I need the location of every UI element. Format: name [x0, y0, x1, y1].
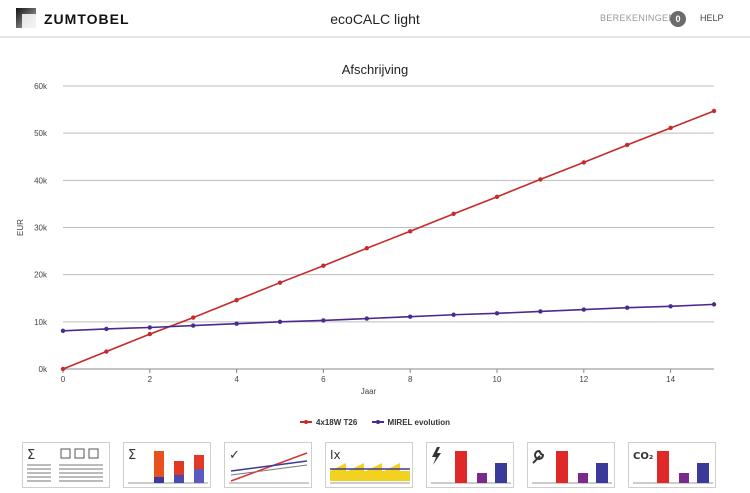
x-tick-label: 6: [321, 375, 326, 384]
data-point-series-2: [711, 302, 717, 307]
data-point-series-1: [191, 315, 196, 320]
ix-area-icon: Ix: [330, 448, 410, 484]
lightning-bars-icon: [431, 447, 511, 484]
data-point-series-1: [321, 263, 326, 268]
calculations-link[interactable]: BEREKENINGEN: [600, 13, 676, 23]
x-tick-label: 12: [579, 375, 588, 384]
depreciation-chart: 0k 10k 20k 30k 40k 50k 60k 0 2 4 6 8 10 12 14 Jaar EUR: [16, 82, 717, 396]
maintenance-tool[interactable]: [527, 442, 615, 488]
y-tick-label: 40k: [34, 176, 48, 185]
interest-tool[interactable]: Ix: [325, 442, 413, 488]
energy-tool[interactable]: [426, 442, 514, 488]
brand-name: ZUMTOBEL: [44, 11, 130, 27]
svg-text:✓: ✓: [229, 448, 240, 463]
data-point-series-2: [538, 309, 543, 314]
y-axis-label: EUR: [16, 219, 25, 236]
legend-label-series-2: MIREL evolution: [387, 417, 451, 427]
chart-type-toolbar: Σ Σ ✓ Ix: [0, 442, 750, 490]
data-point-series-1: [668, 125, 673, 131]
data-point-series-2: [451, 312, 456, 317]
summary-table-tool[interactable]: Σ: [22, 442, 110, 488]
x-tick-label: 0: [61, 375, 66, 384]
svg-text:Σ: Σ: [128, 448, 136, 463]
data-point-series-1: [234, 297, 239, 303]
data-point-series-1: [625, 142, 630, 148]
y-tick-label: 20k: [34, 271, 48, 280]
legend-label-series-1: 4x18W T26: [315, 417, 358, 427]
data-point-series-1: [408, 229, 413, 234]
data-point-series-2: [234, 321, 239, 326]
data-point-series-1: [364, 246, 369, 251]
data-point-series-2: [364, 316, 369, 321]
x-tick-label: 2: [148, 375, 153, 384]
x-tick-label: 10: [493, 375, 502, 384]
series-line-1: [62, 110, 715, 370]
wrench-bars-icon: [532, 449, 612, 484]
y-tick-label: 0k: [39, 365, 48, 374]
data-point-series-2: [408, 314, 413, 319]
data-point-series-1: [538, 177, 543, 182]
help-link[interactable]: HELP: [700, 13, 724, 23]
chart-title: Afschrijving: [341, 62, 409, 77]
y-tick-label: 10k: [34, 318, 48, 327]
data-point-series-2: [494, 311, 500, 316]
svg-text:Σ: Σ: [27, 448, 35, 463]
summary-bars-tool[interactable]: Σ: [123, 442, 211, 488]
check-lines-icon: ✓: [229, 448, 309, 484]
data-point-series-2: [191, 323, 196, 328]
co2-bars-icon: CO₂: [633, 451, 713, 484]
data-point-series-2: [581, 307, 586, 312]
legend-item-series-2[interactable]: MIREL evolution: [371, 417, 451, 427]
x-tick-label: 4: [234, 375, 239, 384]
chart-legend: 4x18W T26 MIREL evolution: [0, 416, 750, 427]
data-point-series-1: [277, 280, 283, 285]
data-point-series-2: [147, 325, 152, 330]
data-point-series-2: [668, 304, 673, 309]
y-tick-label: 60k: [34, 82, 48, 91]
data-point-series-1: [104, 349, 109, 354]
y-tick-label: 50k: [34, 129, 48, 138]
comparison-lines-tool[interactable]: ✓: [224, 442, 312, 488]
x-tick-label: 14: [666, 375, 675, 384]
data-point-series-2: [321, 318, 326, 323]
data-point-series-2: [625, 305, 630, 310]
svg-text:Ix: Ix: [330, 448, 341, 462]
series-line-2: [62, 303, 715, 332]
x-tick-label: 8: [408, 375, 413, 384]
data-point-series-1: [494, 194, 500, 200]
zumtobel-logo-icon: [16, 8, 36, 28]
calculations-count-badge[interactable]: 0: [670, 11, 686, 27]
data-point-series-1: [60, 366, 66, 372]
sigma-table-icon: Σ: [27, 448, 103, 482]
co2-label: CO₂: [633, 451, 653, 462]
data-point-series-1: [581, 160, 586, 165]
x-axis-label: Jaar: [361, 387, 377, 396]
data-point-series-2: [277, 319, 283, 325]
sigma-bars-icon: Σ: [128, 448, 208, 484]
legend-item-series-1[interactable]: 4x18W T26: [299, 417, 358, 427]
co2-tool[interactable]: CO₂: [628, 442, 716, 488]
data-point-series-1: [147, 331, 152, 337]
data-point-series-1: [711, 108, 717, 114]
legend-swatch-series-1: [299, 419, 312, 424]
data-point-series-2: [104, 326, 109, 332]
legend-swatch-series-2: [371, 419, 384, 424]
data-point-series-1: [451, 211, 456, 217]
y-tick-label: 30k: [34, 224, 48, 233]
data-point-series-2: [60, 328, 66, 333]
